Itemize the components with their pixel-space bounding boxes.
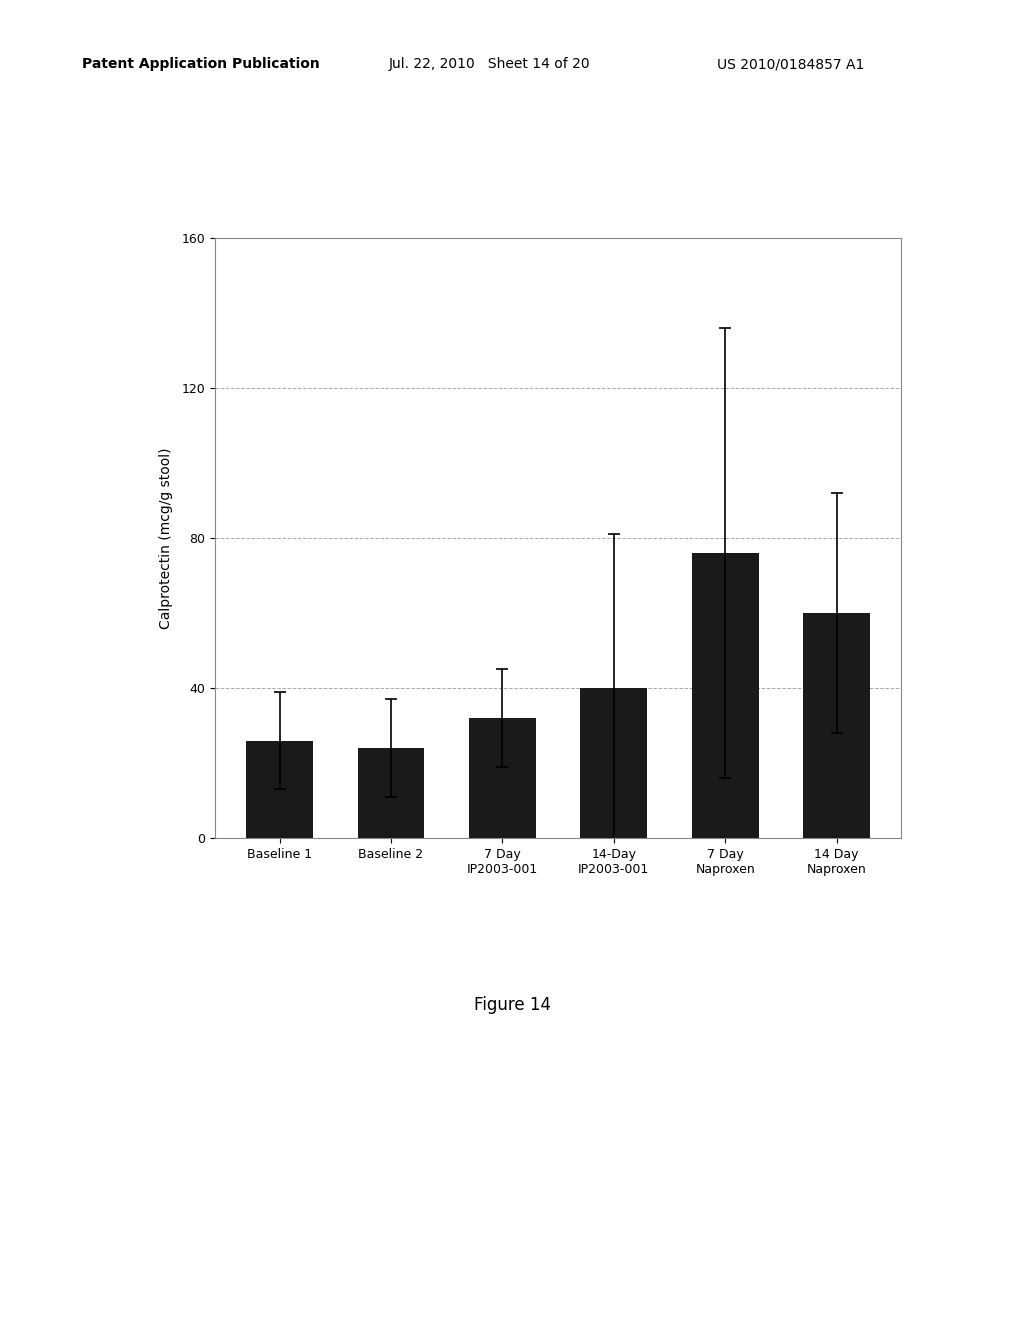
Bar <box>357 748 424 838</box>
Text: US 2010/0184857 A1: US 2010/0184857 A1 <box>717 57 864 71</box>
Bar <box>803 612 870 838</box>
Text: Patent Application Publication: Patent Application Publication <box>82 57 319 71</box>
Bar <box>692 553 759 838</box>
Bar <box>581 688 647 838</box>
Bar <box>246 741 313 838</box>
Text: Figure 14: Figure 14 <box>473 997 551 1014</box>
Text: Jul. 22, 2010   Sheet 14 of 20: Jul. 22, 2010 Sheet 14 of 20 <box>389 57 591 71</box>
Bar <box>469 718 536 838</box>
Y-axis label: Calprotectin (mcg/g stool): Calprotectin (mcg/g stool) <box>160 447 173 628</box>
